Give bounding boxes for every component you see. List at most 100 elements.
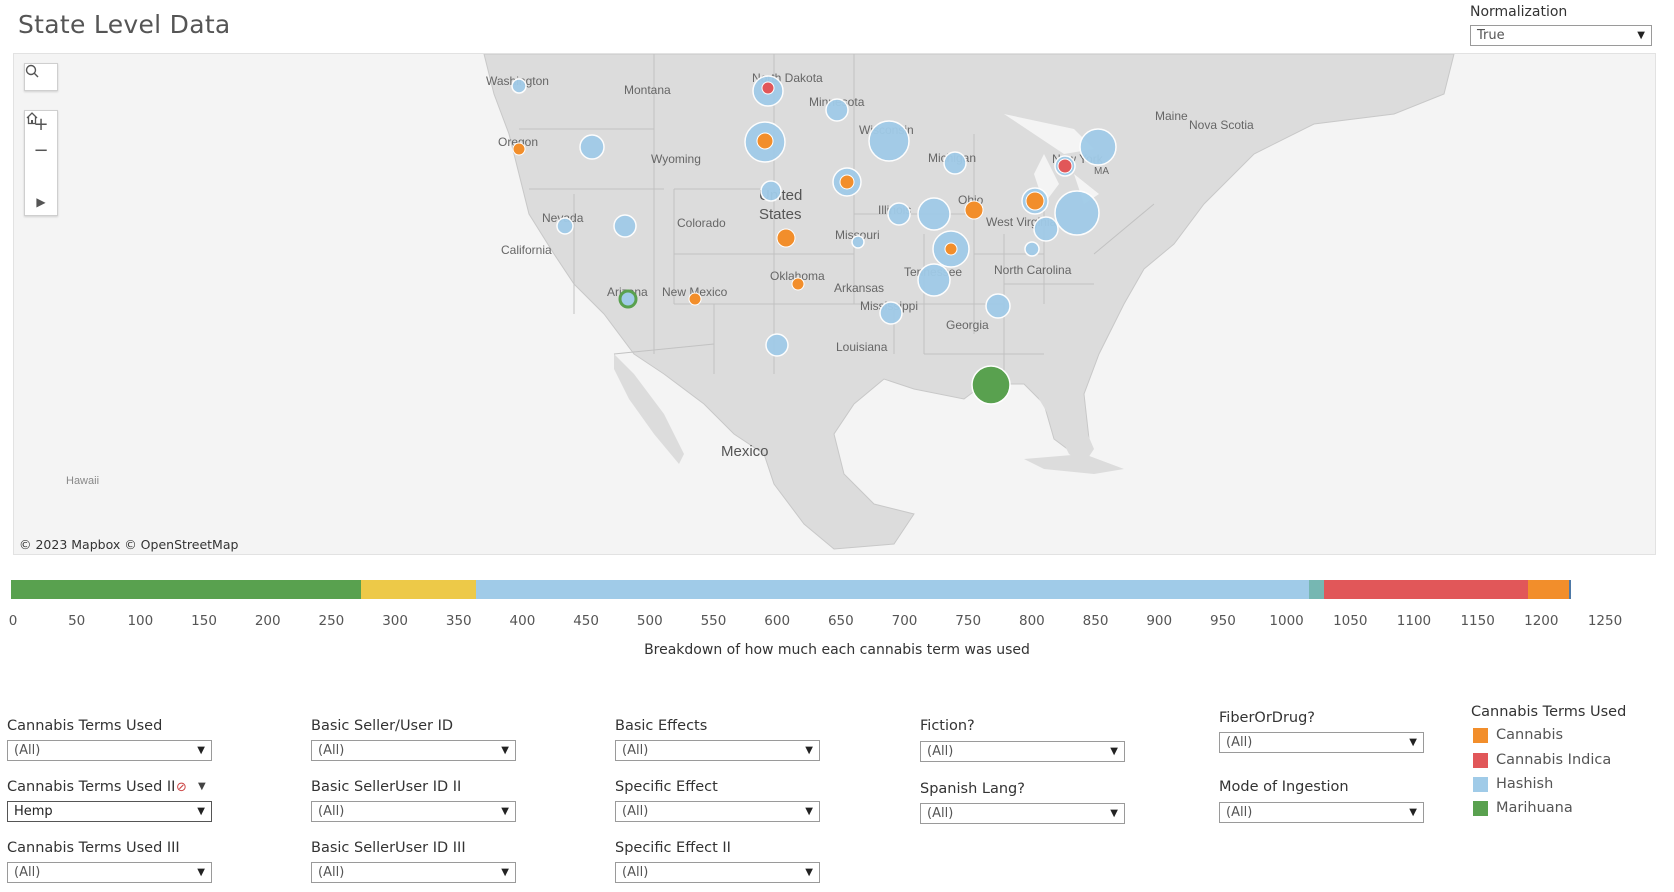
fiction-dropdown[interactable]: (All) ▼ [920,741,1125,762]
minus-icon[interactable]: − [33,139,49,161]
bubble-hashish [917,197,951,231]
specific-effect-ii-dropdown[interactable]: (All) ▼ [615,862,820,883]
label-hawaii: Hawaii [66,475,99,487]
bar-segment[interactable] [1568,580,1572,599]
bubble-hashish [613,214,637,238]
legend-item[interactable]: Cannabis Indica [1473,752,1611,768]
x-tick-label: 600 [764,613,791,629]
filter-label-terms-used-ii: Cannabis Terms Used II [7,779,176,795]
x-tick-label: 900 [1146,613,1173,629]
seller-id-ii-dropdown[interactable]: (All) ▼ [311,801,516,822]
bar-segment[interactable] [475,580,1309,599]
basic-effects-dropdown[interactable]: (All) ▼ [615,740,820,761]
plus-icon[interactable]: + [33,113,49,135]
chevron-down-icon: ▼ [1409,737,1417,748]
baja-peninsula [614,354,684,464]
label-oklahoma: Oklahoma [770,269,825,283]
label-montana: Montana [624,83,671,97]
terms-used-ii-dropdown[interactable]: Hemp ▼ [7,801,212,822]
bubble-hashish [760,180,782,202]
label-nova-scotia: Nova Scotia [1189,118,1254,132]
bubble-cannabis [756,132,774,150]
seller-id-iii-value: (All) [318,865,345,880]
bar-segment[interactable] [11,580,362,599]
bubble-hashish [985,293,1011,319]
bubble-hashish [879,301,903,325]
bubble-hashish [1033,216,1059,242]
label-united-states-2: States [759,206,802,223]
specific-effect-dropdown[interactable]: (All) ▼ [615,801,820,822]
bubble-cannabis [512,142,526,156]
marihuana-bubbles [618,289,1011,405]
chevron-down-icon: ▼ [1110,808,1118,819]
bar-segment[interactable] [1527,580,1569,599]
specific-effect-ii-value: (All) [622,865,649,880]
north-america-landmass [483,54,1455,550]
bubble-hashish [1054,190,1100,236]
normalization-dropdown[interactable]: True ▼ [1470,25,1652,46]
ingestion-value: (All) [1226,805,1253,820]
spanish-dropdown[interactable]: (All) ▼ [920,803,1125,824]
x-tick-label: 450 [573,613,599,629]
bubble-hashish [1079,128,1117,166]
great-lakes [1004,114,1099,204]
x-tick-label: 400 [509,613,536,629]
label-california: California [501,243,552,257]
legend-item[interactable]: Marihuana [1473,800,1573,816]
chart-title: Breakdown of how much each cannabis term… [644,642,1030,658]
legend-item[interactable]: Cannabis [1473,727,1563,743]
seller-id-dropdown[interactable]: (All) ▼ [311,740,516,761]
basic-effects-value: (All) [622,743,649,758]
bubble-cannabis [839,174,855,190]
label-mexico: Mexico [721,443,769,460]
filter-label-specific-effect-ii: Specific Effect II [615,840,731,856]
seller-id-iii-dropdown[interactable]: (All) ▼ [311,862,516,883]
map-canvas: Washington Oregon Montana Wyoming Nevada… [66,54,1455,550]
x-tick-label: 150 [191,613,217,629]
search-icon[interactable] [25,64,57,90]
bubble-marihuana-arizona [618,289,638,309]
normalization-value: True [1477,28,1505,43]
chevron-down-icon: ▼ [197,867,205,878]
legend-swatch [1473,752,1488,768]
bubble-marihuana [971,365,1011,405]
chevron-down-icon: ▼ [197,745,205,756]
chevron-down-icon: ▼ [197,806,205,817]
map-view[interactable]: Washington Oregon Montana Wyoming Nevada… [13,53,1656,555]
x-tick-label: 1250 [1587,613,1623,629]
bubble-hashish [868,120,910,162]
play-icon[interactable]: ▶ [36,195,46,209]
bar-segment[interactable] [361,580,476,599]
terms-used-dropdown[interactable]: (All) ▼ [7,740,212,761]
bar-segment[interactable] [1308,580,1325,599]
x-tick-label: 1100 [1396,613,1432,629]
home-icon[interactable] [25,112,57,189]
ingestion-dropdown[interactable]: (All) ▼ [1219,802,1424,823]
fiber-value: (All) [1226,735,1253,750]
bubble-hashish [887,202,911,226]
x-tick-label: 50 [68,613,86,629]
x-tick-label: 250 [318,613,345,629]
label-maine: Maine [1155,109,1188,123]
chevron-down-icon: ▼ [805,745,813,756]
x-tick-label: 1200 [1524,613,1559,629]
terms-used-value: (All) [14,743,41,758]
normalization-label: Normalization [1470,4,1568,20]
legend-label: Cannabis Indica [1496,752,1612,768]
bar-segment[interactable] [1324,580,1528,599]
chevron-down-icon[interactable]: ▼ [198,781,206,792]
clear-filter-icon[interactable]: ⊘ [176,780,187,795]
x-tick-label: 700 [891,613,918,629]
label-arkansas: Arkansas [834,281,884,295]
bubble-hashish [851,235,865,249]
label-oregon: Oregon [498,135,538,149]
label-wyoming: Wyoming [651,152,701,166]
bubble-cannabis [776,228,796,248]
fiction-value: (All) [927,744,954,759]
map-search-control[interactable] [24,63,58,91]
legend-item[interactable]: Hashish [1473,776,1553,792]
terms-used-iii-dropdown[interactable]: (All) ▼ [7,862,212,883]
seller-id-ii-value: (All) [318,804,345,819]
fiber-dropdown[interactable]: (All) ▼ [1219,732,1424,753]
label-north-carolina: North Carolina [994,263,1072,277]
